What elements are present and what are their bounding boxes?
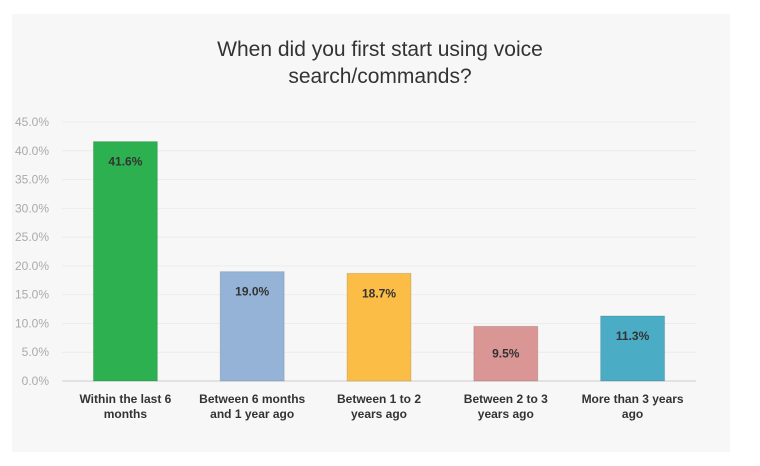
x-category-label: years ago (351, 407, 407, 421)
x-category-label: ago (622, 407, 643, 421)
bar (600, 315, 666, 382)
y-tick-label: 30.0% (15, 201, 49, 215)
x-category-label: Between 6 months (199, 392, 305, 406)
data-labels: 41.6% 19.0% 18.7% 9.5% 11.3% (108, 155, 649, 361)
x-category-label: Between 2 to 3 (464, 392, 548, 406)
y-tick-label: 10.0% (15, 316, 49, 330)
chart-title-line-2: search/commands? (288, 65, 472, 88)
y-tick-label: 20.0% (15, 259, 49, 273)
data-label: 19.0% (235, 285, 269, 299)
bars (92, 141, 666, 382)
y-tick-label: 0.0% (22, 374, 50, 388)
x-category-label: More than 3 years (582, 392, 684, 406)
x-category-label: Within the last 6 (79, 392, 171, 406)
y-axis: 0.0% 5.0% 10.0% 15.0% 20.0% 25.0% 30.0% 35.0% 40… (15, 115, 49, 388)
y-tick-label: 35.0% (15, 173, 49, 187)
data-label: 9.5% (492, 347, 520, 361)
data-label: 18.7% (362, 286, 396, 300)
x-category-label: years ago (478, 407, 534, 421)
y-tick-label: 45.0% (15, 115, 49, 129)
x-category-label: months (104, 407, 148, 421)
data-label: 41.6% (108, 155, 142, 169)
y-tick-label: 40.0% (15, 144, 49, 158)
x-category-label: Between 1 to 2 (337, 392, 421, 406)
y-tick-label: 5.0% (22, 345, 50, 359)
chart-title-line-1: When did you first start using voice (217, 38, 543, 61)
bar (473, 325, 539, 382)
data-label: 11.3% (616, 329, 650, 343)
y-tick-label: 25.0% (15, 230, 49, 244)
x-category-label: and 1 year ago (210, 407, 294, 421)
chart-title: When did you first start using voice sea… (0, 36, 760, 90)
y-tick-label: 15.0% (15, 288, 49, 302)
bar (346, 272, 412, 382)
bar (92, 141, 158, 382)
bar (219, 271, 285, 382)
